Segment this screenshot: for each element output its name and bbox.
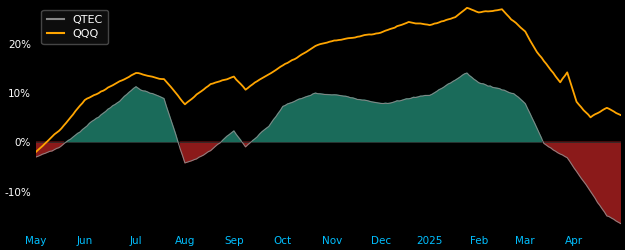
Legend: QTEC, QQQ: QTEC, QQQ bbox=[41, 10, 108, 44]
